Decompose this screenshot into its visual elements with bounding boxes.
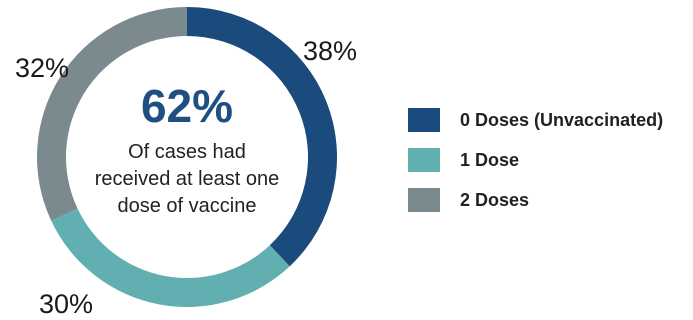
slice-label-2-doses: 32% <box>15 53 69 83</box>
slice-label-1-dose: 30% <box>39 289 93 319</box>
center-text-line-1: Of cases had <box>128 141 246 163</box>
legend-swatch-0-doses <box>408 108 440 132</box>
center-percentage: 62% <box>141 80 233 132</box>
legend: 0 Doses (Unvaccinated) 1 Dose 2 Doses <box>408 100 663 220</box>
center-text-line-3: dose of vaccine <box>118 195 257 217</box>
legend-item-0-doses: 0 Doses (Unvaccinated) <box>408 100 663 140</box>
legend-label-0-doses: 0 Doses (Unvaccinated) <box>460 109 664 130</box>
legend-item-1-dose: 1 Dose <box>408 140 663 180</box>
donut-chart: 38% 30% 32% 62% Of cases had received at… <box>15 7 357 319</box>
legend-label-2-doses: 2 Doses <box>460 189 530 210</box>
slice-label-0-doses: 38% <box>303 36 357 66</box>
slice-1-dose <box>51 208 290 307</box>
slice-2-doses <box>36 7 187 221</box>
slice-0-doses <box>187 7 338 267</box>
center-text-line-2: received at least one <box>95 168 280 190</box>
legend-label-1-dose: 1 Dose <box>460 149 520 170</box>
donut-slices <box>36 7 338 307</box>
legend-swatch-1-dose <box>408 148 440 172</box>
legend-swatch-2-doses <box>408 188 440 212</box>
legend-item-2-doses: 2 Doses <box>408 180 663 220</box>
